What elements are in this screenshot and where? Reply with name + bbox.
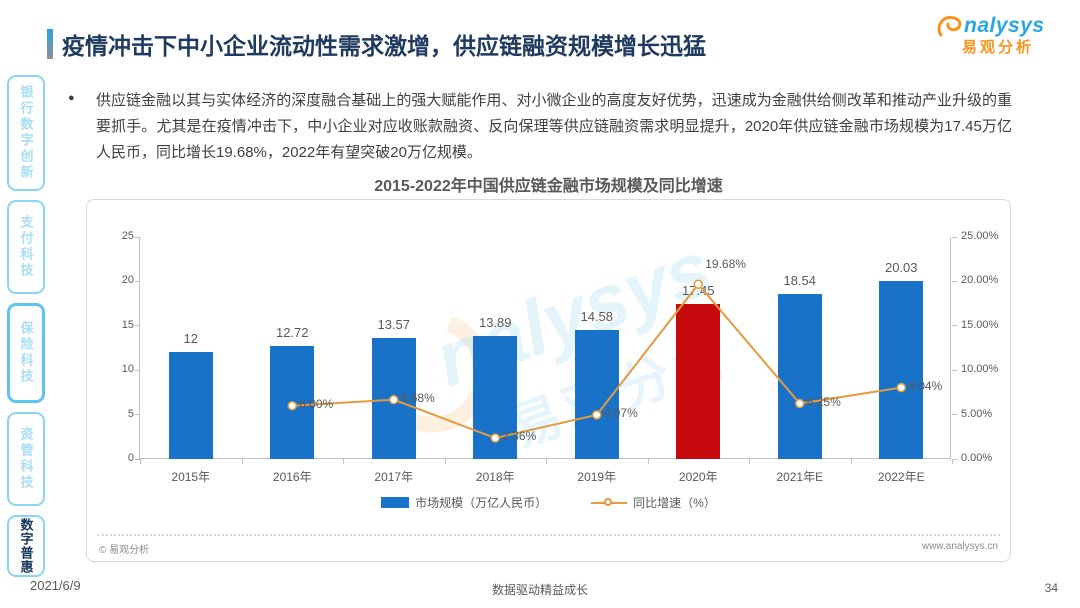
right-axis-tick — [952, 280, 957, 282]
x-axis-label: 2017年 — [374, 470, 414, 484]
right-axis-tick — [952, 236, 957, 238]
x-axis-label: 2015年 — [171, 470, 211, 484]
website-url: www.analysys.cn — [921, 541, 998, 552]
plot-area: 0 5 10 15 20 25 0.00% 5.00% 10.00% 15.00% 20.00% 25… — [122, 230, 999, 484]
page-title: 疫情冲击下中小企业流动性需求激增，供应链融资规模增长迅猛 — [62, 33, 706, 59]
growth-line — [287, 279, 906, 443]
legend-line-label: 同比增速（%） — [633, 496, 716, 510]
growth-value-label: 2.36% — [502, 429, 537, 444]
bar-value-label: 17.45 — [681, 283, 715, 299]
x-axis-tick — [647, 459, 649, 464]
title-accent-bar — [47, 29, 53, 59]
sidebar-tab-asset-mgmt-tech[interactable]: 资管科技 — [7, 412, 45, 506]
growth-value-label: 6.25% — [806, 394, 841, 409]
bar-2020年 — [676, 304, 721, 459]
bar-2022年E — [879, 281, 924, 459]
right-axis-tick — [952, 369, 957, 371]
sidebar-tab-insurance-tech[interactable]: 保险科技 — [7, 303, 45, 403]
legend-line-swatch — [591, 497, 628, 506]
x-axis-tick — [850, 459, 852, 464]
logo-brand-cn: 易观分析 — [962, 39, 1035, 56]
bar-value-label: 13.89 — [478, 314, 512, 330]
legend-bar-label: 市场规模（万亿人民币） — [415, 496, 548, 510]
analysys-logo: nalysys 易观分析 — [934, 14, 1064, 57]
x-axis-label: 2021年E — [776, 470, 824, 484]
bullet-text: 供应链金融以其与实体经济的深度融合基础上的强大赋能作用、对小微企业的高度友好优势… — [96, 92, 1012, 161]
x-axis-tick — [546, 459, 547, 464]
left-axis-tick — [135, 236, 140, 238]
chart-divider — [97, 534, 1000, 536]
bar-value-label: 20.03 — [884, 260, 918, 276]
left-axis-tick — [135, 458, 140, 460]
x-axis-tick — [140, 459, 141, 464]
logo-swirl-icon — [937, 15, 962, 37]
left-axis-tick-label: 5 — [127, 407, 134, 420]
logo-brand-text: nalysys — [964, 14, 1045, 37]
copyright-note: © 易观分析 — [99, 545, 150, 556]
x-axis-label: 2019年 — [577, 470, 617, 484]
left-axis-tick — [135, 325, 140, 327]
chart-container: nalysys 易观分析 0 5 10 15 20 25 0.00% 5.00% 10.00% 1… — [86, 199, 1011, 562]
x-axis-label: 2022年E — [877, 470, 925, 484]
bar-value-label: 13.57 — [377, 317, 411, 333]
growth-value-label: 6.00% — [299, 396, 334, 411]
legend-item-line: 同比增速（%） — [591, 494, 716, 511]
footer-slogan: 数据驱动精益成长 — [491, 583, 588, 597]
chart-legend: 市场规模（万亿人民币） 同比增速（%） — [87, 494, 1010, 511]
legend-bar-swatch — [381, 497, 410, 508]
sidebar: 银行数字创新 支付科技 保险科技 资管科技 数字普惠 — [7, 75, 47, 577]
growth-value-label: 4.97% — [603, 405, 638, 420]
bar-value-label: 12.72 — [275, 325, 309, 341]
right-axis-tick — [952, 458, 957, 460]
right-axis-tick-label: 20.00% — [961, 274, 999, 287]
bar-value-label: 12 — [183, 331, 198, 347]
chart-footer: © 易观分析 www.analysys.cn — [99, 541, 998, 556]
bar-2021年E — [777, 294, 822, 459]
right-axis-tick-label: 0.00% — [961, 452, 993, 464]
x-axis-tick — [444, 459, 446, 464]
x-axis-tick — [343, 459, 344, 464]
bar-value-label: 18.54 — [783, 273, 817, 289]
right-axis-tick-label: 10.00% — [961, 363, 999, 376]
growth-value-label: 19.68% — [705, 257, 746, 272]
left-axis-tick-label: 0 — [127, 452, 134, 464]
bar-2019年 — [574, 329, 619, 459]
growth-value-label: 6.68% — [400, 390, 435, 405]
left-axis-tick — [135, 280, 140, 282]
left-axis-tick-label: 15 — [121, 318, 134, 331]
sidebar-tab-digital-inclusion[interactable]: 数字普惠 — [7, 515, 45, 577]
footer-date: 2021/6/9 — [30, 578, 81, 593]
bar-value-label: 14.58 — [580, 308, 614, 324]
right-axis-tick — [952, 325, 957, 327]
left-axis-tick-label: 25 — [121, 230, 134, 242]
x-axis-label: 2016年 — [272, 470, 312, 484]
left-axis-tick-label: 20 — [121, 274, 134, 287]
left-axis-tick — [135, 369, 140, 371]
page-number: 34 — [1044, 581, 1058, 595]
right-axis-tick-label: 25.00% — [961, 230, 999, 242]
sidebar-tab-payment-tech[interactable]: 支付科技 — [7, 200, 45, 294]
x-axis-tick — [749, 459, 750, 464]
x-axis-label: 2018年 — [475, 470, 515, 484]
left-axis-tick-label: 10 — [121, 363, 134, 376]
right-axis-tick-label: 5.00% — [961, 407, 993, 420]
bar-2015年 — [168, 352, 213, 459]
right-axis-tick-label: 15.00% — [961, 318, 999, 331]
x-axis-tick — [241, 459, 243, 464]
x-axis-tick — [952, 459, 953, 464]
sidebar-tab-banking-digital-innovation[interactable]: 银行数字创新 — [7, 75, 45, 191]
growth-value-label: 8.04% — [908, 378, 943, 393]
legend-item-bar: 市场规模（万亿人民币） — [381, 494, 547, 511]
bullet-marker: ● — [68, 92, 75, 104]
left-axis-tick — [135, 414, 140, 416]
chart-title: 2015-2022年中国供应链金融市场规模及同比增速 — [374, 178, 723, 195]
x-axis-label: 2020年 — [678, 470, 718, 484]
right-axis-tick — [952, 414, 957, 416]
